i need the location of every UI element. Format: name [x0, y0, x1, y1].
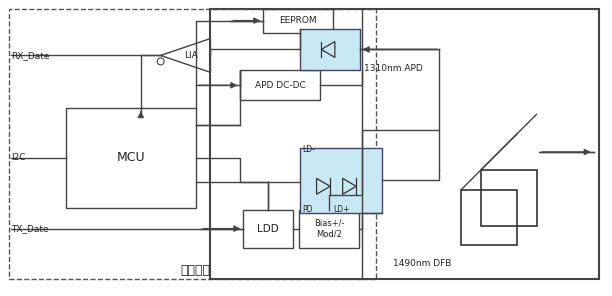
Bar	[263, 9, 333, 33]
Text: TX_Date: TX_Date	[12, 224, 49, 233]
Text: LD+: LD+	[333, 205, 349, 214]
Bar	[66, 108, 195, 208]
Bar	[211, 9, 599, 279]
Bar	[299, 210, 359, 247]
Bar	[300, 28, 360, 70]
Text: MCU: MCU	[116, 152, 145, 165]
Text: LIA: LIA	[184, 51, 198, 60]
Bar	[481, 170, 537, 226]
Bar	[244, 210, 293, 247]
Text: Bias+/-
Mod/2: Bias+/- Mod/2	[313, 219, 344, 238]
Text: I2C: I2C	[12, 153, 26, 163]
Text: PD: PD	[302, 205, 313, 214]
Text: 1490nm DFB: 1490nm DFB	[392, 259, 451, 268]
Bar	[9, 9, 376, 279]
Text: RX_Date: RX_Date	[12, 51, 50, 60]
Text: 系统板卡: 系统板卡	[181, 264, 211, 277]
Bar	[241, 70, 320, 100]
Bar	[461, 190, 517, 245]
Text: EEPROM: EEPROM	[279, 16, 317, 25]
Text: LDD: LDD	[257, 223, 279, 234]
Text: LD-: LD-	[302, 146, 315, 155]
Text: APD DC-DC: APD DC-DC	[255, 81, 305, 90]
Bar	[300, 148, 382, 213]
Text: 1310nm APD: 1310nm APD	[364, 64, 422, 73]
